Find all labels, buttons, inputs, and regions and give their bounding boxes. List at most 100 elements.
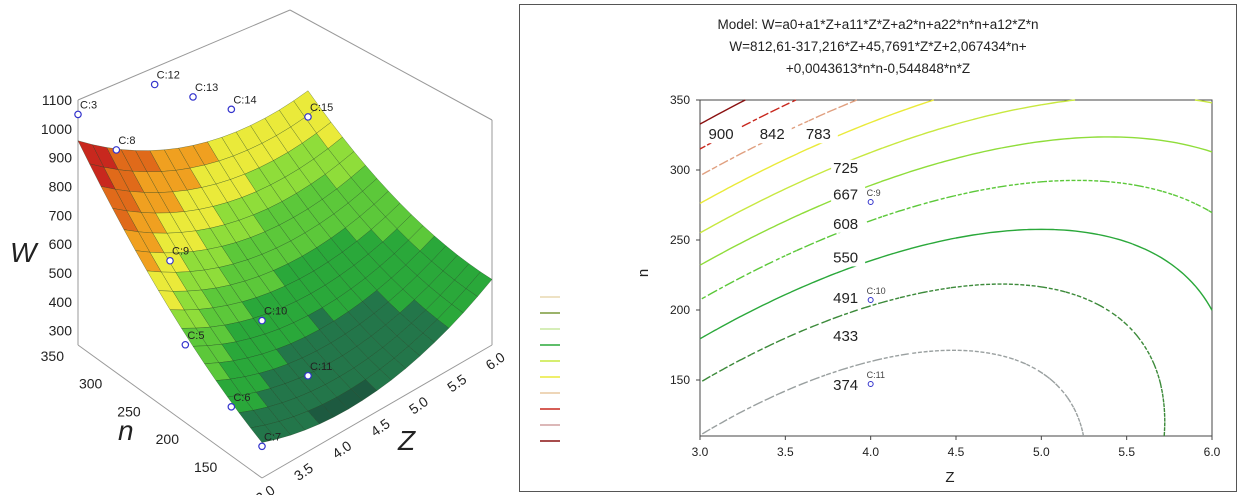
design-points: C:9 C:10 C:11 [867, 188, 886, 387]
y-tick-label: 300 [670, 163, 690, 177]
design-point-marker [304, 371, 312, 380]
x-axis-label: Z [945, 469, 954, 486]
contour-label: 842 [760, 126, 785, 143]
y-tick-label: 250 [670, 233, 690, 247]
z-tick-label: 700 [49, 207, 73, 223]
design-point-label: C:10 [867, 286, 886, 296]
y-tick-label: 250 [117, 403, 141, 419]
x-tick-label: 5.5 [444, 371, 469, 395]
design-point-marker [258, 316, 266, 325]
y-tick-label: 200 [156, 431, 180, 447]
x-tick-label: 3.0 [692, 445, 709, 459]
contour-plot-panel: Model: W=a0+a1*Z+a11*Z*Z+a2*n+a22*n*n+a1… [519, 4, 1237, 492]
design-point-marker [304, 113, 312, 121]
x-axis-label: Z [397, 425, 416, 456]
model-equation-line2: W=812,61-317,216*Z+45,7691*Z*Z+2,067434*… [729, 39, 1027, 54]
contour-label: 491 [833, 290, 858, 307]
x-tick-label: 5.0 [1033, 445, 1050, 459]
y-axis-label: n [635, 269, 652, 277]
surface-plot-panel: C:3 C:8 C:12 C:13 C:14 C:15 C:9 C:10 C:11 C:5 C:6 C… [0, 0, 515, 500]
x-tick-label: 4.5 [948, 445, 965, 459]
model-equation-line1: Model: W=a0+a1*Z+a11*Z*Z+a2*n+a22*n*n+a1… [717, 17, 1039, 32]
z-tick-label: 600 [49, 236, 73, 252]
x-tick-label: 3.5 [777, 445, 794, 459]
contour-label-bg [757, 126, 792, 144]
contour-label-bg [831, 159, 866, 177]
y-axis-ticks: 150 200 250 300 350 [41, 348, 218, 475]
design-point-marker [181, 340, 190, 349]
contour-line [699, 283, 1166, 437]
design-point-marker [258, 442, 266, 451]
design-point-label: C:9 [867, 188, 881, 198]
model-equation-line3: +0,0043613*n*n-0,544848*n*Z [785, 61, 971, 76]
contour-label: 900 [709, 126, 734, 143]
x-tick-label: 5.5 [1118, 445, 1135, 459]
design-point-label: C:11 [867, 370, 885, 380]
design-point-marker [867, 381, 874, 387]
x-tick-label: 6.0 [483, 349, 508, 373]
z-axis-label: W [10, 237, 39, 268]
design-point-label: C:14 [233, 94, 256, 106]
z-tick-label: 1100 [42, 92, 72, 108]
design-point-marker [112, 146, 121, 154]
z-tick-label: 900 [49, 150, 73, 166]
y-tick-label: 300 [79, 376, 103, 392]
design-point-marker [166, 256, 174, 265]
z-tick-label: 500 [49, 265, 73, 281]
contour-label-bg [831, 186, 866, 204]
x-axis-ticks: 3.0 3.5 4.0 4.5 5.0 5.5 6.0 [692, 436, 1221, 459]
contour-label: 374 [833, 377, 858, 394]
design-point-label: C:12 [157, 69, 180, 81]
surface-points: C:3 C:8 C:12 C:13 C:14 C:15 C:9 C:10 C:11 C:5 C:6 C… [74, 69, 333, 451]
plot-frame [699, 99, 1213, 437]
design-point-label: C:7 [264, 431, 281, 443]
design-point-marker [227, 403, 236, 411]
z-tick-label: 300 [49, 323, 73, 339]
y-tick-label: 200 [670, 303, 690, 317]
contour-line [699, 349, 1085, 437]
y-tick-label: 150 [194, 459, 218, 475]
design-point-marker [150, 80, 159, 89]
contour-label-bg [831, 327, 866, 345]
y-tick-label: 350 [41, 348, 65, 364]
design-point-label: C:5 [187, 330, 204, 342]
design-point-label: C:13 [195, 82, 218, 94]
contour-line [699, 99, 746, 125]
contour-label-bg [831, 376, 866, 394]
design-point-marker [227, 105, 236, 114]
design-point-marker [867, 199, 874, 205]
contour-label: 433 [833, 328, 858, 345]
design-point-label: C:3 [80, 99, 97, 111]
surface-box [77, 9, 493, 479]
contour-line [699, 99, 1213, 234]
y-tick-label: 150 [670, 373, 690, 387]
surface-cell [465, 271, 493, 297]
design-point-label: C:15 [310, 102, 333, 114]
contour-label-bg [831, 215, 866, 233]
design-point-marker [189, 93, 197, 101]
surface-plot: C:3 C:8 C:12 C:13 C:14 C:15 C:9 C:10 C:11 C:5 C:6 C… [10, 9, 508, 500]
contour-label-bg [803, 126, 838, 144]
x-tick-label: 6.0 [1204, 445, 1221, 459]
design-point-label: C:9 [172, 246, 189, 258]
x-tick-label: 4.0 [329, 437, 354, 461]
z-tick-label: 1000 [41, 121, 72, 137]
x-tick-label: 3.5 [291, 459, 316, 483]
design-point-marker [867, 297, 874, 303]
contour-label: 550 [833, 249, 858, 266]
contour-label: 725 [833, 160, 858, 177]
surface-mesh [77, 90, 493, 443]
contour-label: 783 [806, 126, 831, 143]
z-axis-ticks: 300 400 500 600 700 800 900 1000 1100 [41, 92, 72, 339]
x-tick-label: 3.0 [253, 482, 278, 495]
contour-label-bg [706, 126, 741, 144]
x-tick-label: 4.0 [862, 445, 879, 459]
contour-label: 608 [833, 216, 858, 233]
design-point-marker [74, 110, 82, 119]
y-tick-label: 350 [670, 93, 690, 107]
legend [540, 296, 560, 442]
x-tick-label: 4.5 [368, 415, 393, 439]
design-point-label: C:6 [233, 392, 250, 404]
